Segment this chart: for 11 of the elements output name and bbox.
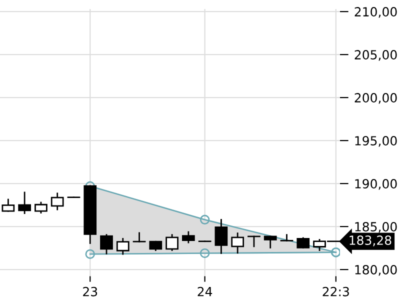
ref-line-label: 183,28 xyxy=(350,236,392,246)
y-tick-label: 210,00 xyxy=(354,7,397,18)
y-tick-label: 180,00 xyxy=(355,265,397,276)
x-tick-label: 23 xyxy=(83,286,98,296)
y-tick-label: 200,00 xyxy=(354,93,397,104)
y-tick-label: 205,00 xyxy=(354,50,397,61)
x-tick-label: 22:3 xyxy=(322,286,349,296)
y-tick-label: 195,00 xyxy=(355,136,397,147)
y-tick-label: 190,00 xyxy=(355,179,397,190)
x-tick-label: 24 xyxy=(198,286,212,296)
y-tick-label: 185,00 xyxy=(355,222,397,233)
